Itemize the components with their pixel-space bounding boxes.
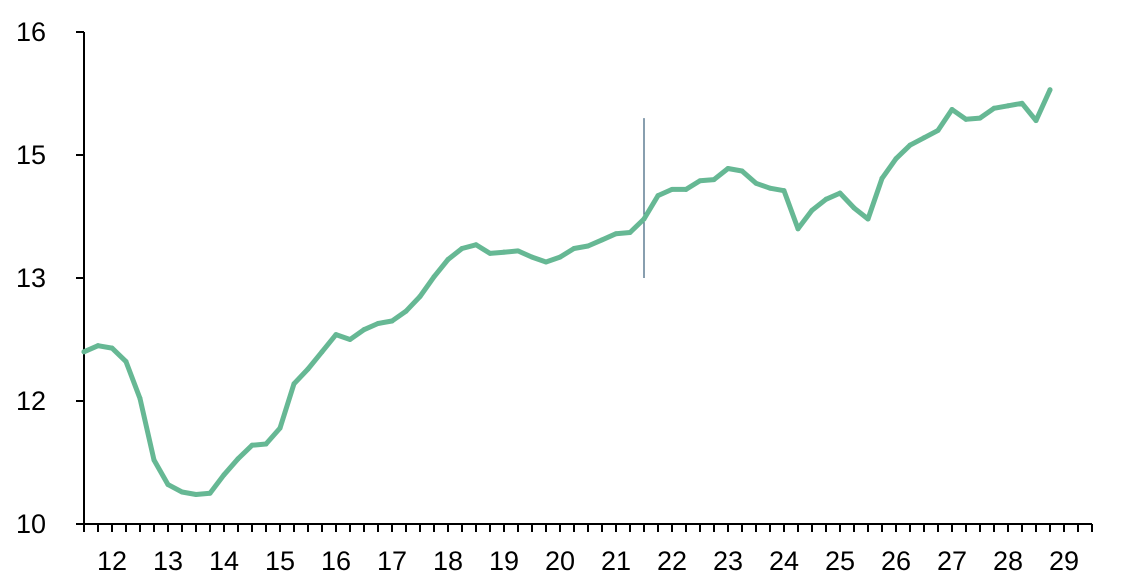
data-point — [95, 343, 101, 349]
x-tick-label: 16 — [321, 546, 351, 576]
data-point — [1047, 87, 1053, 93]
x-tick-label: 22 — [657, 546, 687, 576]
data-point — [459, 245, 465, 251]
x-tick-label: 15 — [265, 546, 295, 576]
x-tick-label: 17 — [377, 546, 407, 576]
data-point — [417, 293, 423, 299]
data-point — [921, 135, 927, 141]
y-axis: 10 12 13 15 16 — [16, 17, 85, 539]
data-point — [277, 425, 283, 431]
data-point — [641, 216, 647, 222]
x-tick-label: 18 — [433, 546, 463, 576]
data-point — [319, 349, 325, 355]
data-point — [655, 193, 661, 199]
x-axis: 12 13 14 15 16 17 18 19 20 21 22 23 24 25 26 27 28 29 — [83, 523, 1093, 576]
data-point — [445, 257, 451, 263]
data-point — [851, 205, 857, 211]
data-point — [837, 190, 843, 196]
data-point — [291, 381, 297, 387]
x-tick-label: 26 — [881, 546, 911, 576]
data-point — [1005, 103, 1011, 109]
series-group — [81, 87, 1053, 497]
data-point — [109, 345, 115, 351]
data-point — [543, 259, 549, 265]
y-tick-label: 15 — [16, 140, 46, 170]
data-point — [991, 105, 997, 111]
x-tick-label: 23 — [713, 546, 743, 576]
data-point — [683, 186, 689, 192]
data-point — [333, 332, 339, 338]
data-point — [879, 175, 885, 181]
data-point — [585, 243, 591, 249]
y-tick-label: 12 — [16, 386, 46, 416]
data-point — [305, 366, 311, 372]
data-point — [1033, 118, 1039, 124]
data-point — [1019, 100, 1025, 106]
data-point — [389, 318, 395, 324]
data-point — [781, 188, 787, 194]
data-point — [627, 229, 633, 235]
data-point — [529, 254, 535, 260]
data-point — [935, 127, 941, 133]
data-point — [487, 250, 493, 256]
x-tick-label: 29 — [1049, 546, 1079, 576]
data-point — [949, 106, 955, 112]
data-point — [151, 457, 157, 463]
data-point — [515, 248, 521, 254]
series-line — [81, 87, 1053, 497]
data-point — [473, 242, 479, 248]
x-tick-label: 14 — [209, 546, 239, 576]
data-point — [711, 177, 717, 183]
data-point — [697, 178, 703, 184]
x-tick-label: 21 — [601, 546, 631, 576]
data-point — [613, 231, 619, 237]
x-tick-label: 19 — [489, 546, 519, 576]
data-point — [767, 185, 773, 191]
x-tick-label: 28 — [993, 546, 1023, 576]
data-point — [725, 166, 731, 172]
y-tick-label: 13 — [16, 263, 46, 293]
data-point — [221, 472, 227, 478]
data-point — [347, 337, 353, 342]
data-point — [795, 226, 801, 232]
data-point — [249, 442, 255, 448]
data-point — [501, 249, 507, 255]
data-point — [81, 349, 87, 355]
data-point — [137, 396, 143, 402]
data-point — [893, 156, 899, 162]
data-point — [907, 142, 913, 148]
x-tick-label: 27 — [937, 546, 967, 576]
data-point — [599, 237, 605, 243]
data-point — [669, 186, 675, 192]
data-point — [263, 441, 269, 447]
x-tick-label: 20 — [545, 546, 575, 576]
data-point — [809, 207, 815, 213]
data-point — [179, 489, 185, 495]
y-tick-label: 16 — [16, 17, 46, 47]
data-point — [977, 115, 983, 121]
data-point — [963, 116, 969, 122]
data-point — [123, 359, 129, 365]
x-tick-label: 13 — [153, 546, 183, 576]
data-point — [165, 482, 171, 488]
data-point — [823, 196, 829, 202]
data-point — [571, 245, 577, 251]
data-point — [193, 491, 199, 497]
data-point — [865, 216, 871, 222]
data-point — [753, 180, 759, 186]
x-tick-label: 12 — [97, 546, 127, 576]
data-point — [361, 327, 367, 333]
data-point — [431, 274, 437, 280]
data-point — [235, 456, 241, 462]
y-tick-label: 10 — [16, 509, 46, 539]
data-point — [739, 168, 745, 174]
data-point — [207, 490, 213, 496]
x-tick-label: 24 — [769, 546, 799, 576]
x-tick-label: 25 — [825, 546, 855, 576]
data-point — [403, 308, 409, 314]
data-point — [557, 254, 563, 260]
data-point — [375, 321, 381, 327]
